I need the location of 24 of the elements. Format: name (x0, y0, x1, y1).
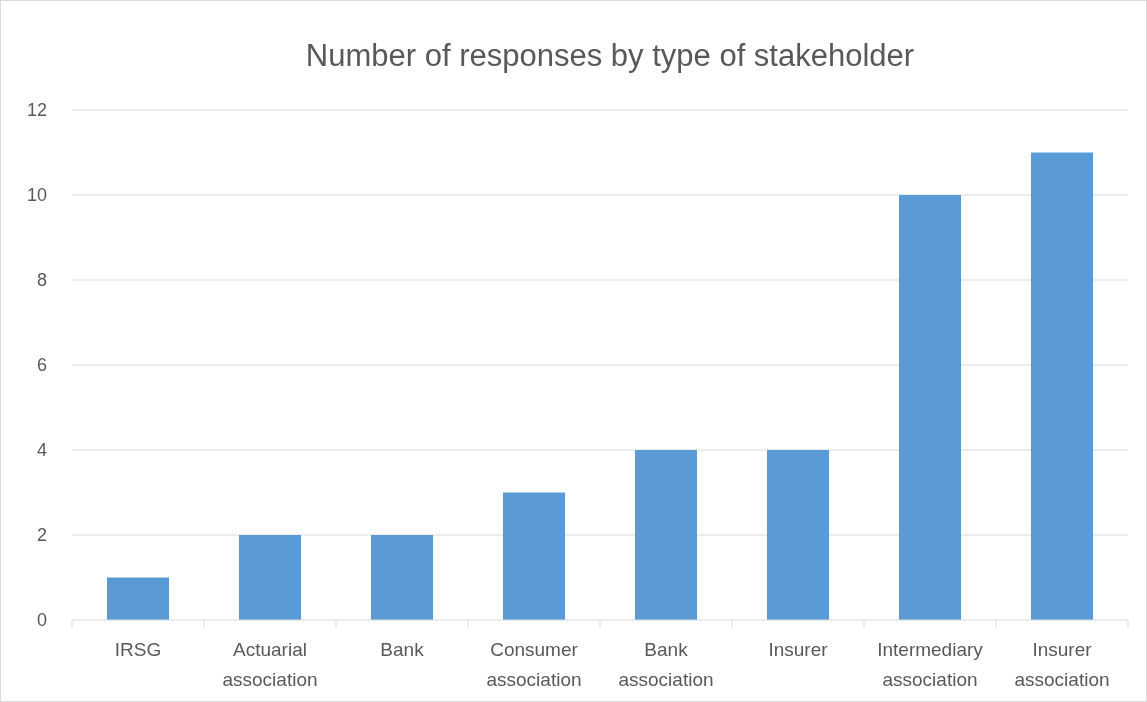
bar (1030, 152, 1094, 620)
bar (634, 450, 698, 620)
y-tick-label: 6 (36, 355, 47, 376)
x-tick-label: Bank (380, 639, 425, 660)
y-tick-label: 2 (36, 525, 47, 546)
x-tick-label: Intermediary association (877, 639, 984, 690)
y-tick-label: 8 (36, 270, 47, 291)
y-tick-label: 0 (36, 610, 47, 631)
x-tick-label: Insurer association (1014, 639, 1110, 690)
y-tick-label: 10 (26, 185, 47, 206)
x-tick-label: Consumer association (486, 639, 582, 690)
x-tick-label: Insurer (768, 639, 829, 660)
chart-title: Number of responses by type of stakeholder (305, 38, 915, 73)
y-tick-label: 4 (36, 440, 47, 461)
bar (766, 450, 830, 620)
x-tick-label: Bank association (618, 639, 714, 690)
bar (106, 577, 170, 620)
y-tick-label: 12 (26, 100, 47, 121)
bar (502, 492, 566, 620)
bar (370, 535, 434, 620)
bar (898, 195, 962, 620)
bar (238, 535, 302, 620)
x-tick-label: Actuarial association (222, 639, 318, 690)
x-tick-label: IRSG (114, 639, 162, 660)
